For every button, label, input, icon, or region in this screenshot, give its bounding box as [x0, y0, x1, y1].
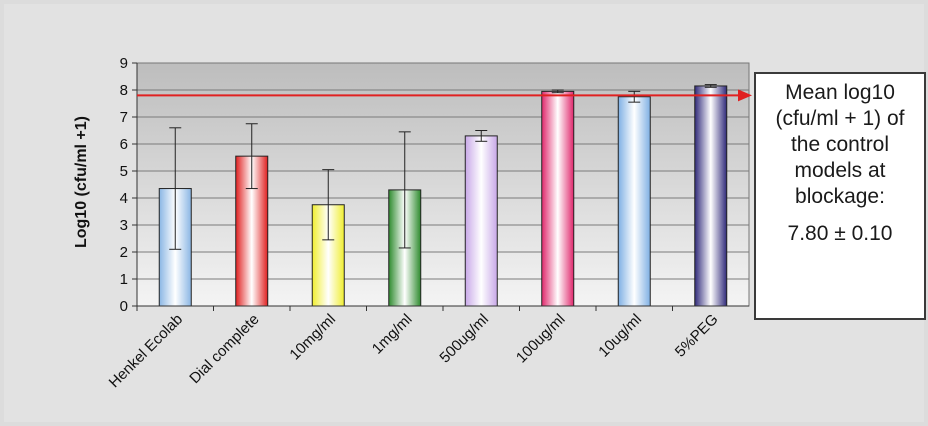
y-tick-label: 2	[120, 244, 128, 261]
bar-4	[464, 135, 498, 307]
plot-area	[136, 62, 750, 307]
y-tick-label: 5	[120, 163, 128, 180]
y-tick-label: 9	[120, 55, 128, 72]
callout-box: Mean log10 (cfu/ml + 1) of the control m…	[754, 72, 926, 320]
x-tick-label-4: 500ug/ml	[436, 311, 492, 367]
error-bars	[169, 84, 717, 250]
y-tick-label: 7	[120, 109, 128, 126]
y-tick-label: 4	[120, 190, 128, 207]
bar-6	[617, 96, 651, 307]
x-tick-label-1: Dial complete	[186, 311, 262, 387]
reference-arrowhead	[738, 89, 752, 102]
bar-7	[694, 85, 728, 307]
bar-5	[541, 90, 575, 307]
y-tick-label: 6	[120, 136, 128, 153]
x-tick-label-2: 10mg/ml	[286, 311, 339, 364]
y-tick-label: 0	[120, 298, 128, 315]
x-tick-label-7: 5%PEG	[672, 311, 722, 361]
reference-line-group	[137, 89, 752, 102]
callout-text: Mean log10 (cfu/ml + 1) of the control m…	[775, 81, 905, 208]
y-tick-label: 3	[120, 217, 128, 234]
x-tick-label-0: Henkel Ecolab	[106, 311, 186, 391]
bars	[158, 85, 728, 307]
x-tick-label-6: 10ug/ml	[595, 311, 645, 361]
y-tick-label: 1	[120, 271, 128, 288]
x-tick-label-5: 100ug/ml	[513, 311, 569, 367]
y-axis-ticks: 0 1 2 3 4 5 6 7 8 9	[120, 55, 137, 315]
x-axis-ticks: Henkel Ecolab Dial complete 10mg/ml 1mg/ml 5…	[106, 306, 722, 391]
y-axis-label: Log10 (cfu/ml +1)	[73, 116, 90, 248]
callout-value: 7.80 ± 0.10	[787, 222, 893, 245]
x-tick-label-3: 1mg/ml	[369, 311, 416, 358]
y-tick-label: 8	[120, 82, 128, 99]
